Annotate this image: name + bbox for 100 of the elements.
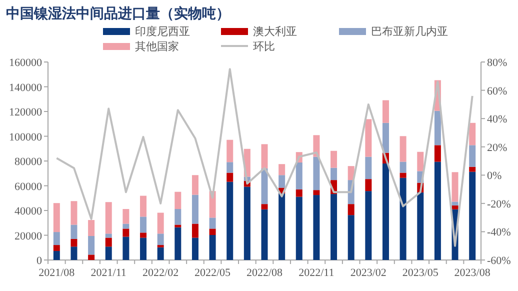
bar <box>244 186 250 260</box>
legend-label: 巴布亚新几内亚 <box>371 25 448 38</box>
bar <box>122 228 130 237</box>
bar <box>400 172 406 178</box>
bar <box>53 245 60 251</box>
bar <box>70 201 78 225</box>
chart-title: 中国镍湿法中间品进口量（实物吨） <box>6 5 230 22</box>
x-tick-label: 2023/02 <box>350 267 386 279</box>
bar <box>469 145 476 167</box>
y2-tick-label: 20% <box>487 142 508 154</box>
x-tick-label: 2022/05 <box>194 267 232 279</box>
y2-tick-label: -40% <box>487 226 511 239</box>
x-tick-label: 2023/08 <box>454 267 491 279</box>
bar <box>226 182 234 260</box>
bar <box>400 178 406 260</box>
bar <box>382 122 389 153</box>
bar <box>157 212 164 234</box>
bar <box>452 202 458 206</box>
bar <box>209 218 216 229</box>
bar <box>417 192 424 260</box>
bar <box>140 232 147 238</box>
bar <box>452 205 458 210</box>
x-tick-label: 2022/08 <box>246 267 284 279</box>
bar <box>330 168 338 180</box>
bar <box>278 164 286 176</box>
y2-tick-label: 80% <box>487 57 508 69</box>
y2-tick-label: -20% <box>487 198 511 210</box>
bar <box>469 166 476 172</box>
bar <box>400 136 406 162</box>
bar <box>417 152 424 172</box>
y-tick-label: 80000 <box>14 156 42 168</box>
bar <box>226 140 234 162</box>
bar <box>192 224 198 238</box>
bar <box>174 192 182 210</box>
bar <box>296 162 302 190</box>
bar <box>53 203 60 232</box>
bar <box>261 209 268 260</box>
y2-tick-label: 40% <box>487 114 508 126</box>
bar <box>348 215 354 260</box>
x-tick-label: 2023/05 <box>402 267 439 279</box>
legend-label: 其他国家 <box>135 40 179 53</box>
bar <box>278 193 286 260</box>
bar <box>174 227 182 260</box>
bar <box>53 250 60 260</box>
y-tick-label: 120000 <box>9 106 42 118</box>
bar <box>209 235 216 260</box>
y2-tick-label: -60% <box>487 255 511 267</box>
y-tick-label: 100000 <box>9 131 42 144</box>
bar <box>70 224 78 239</box>
bar <box>348 204 354 216</box>
bar <box>313 190 320 196</box>
bar <box>434 110 441 146</box>
x-tick-label: 2022/11 <box>298 267 334 279</box>
bar <box>122 224 130 229</box>
y2-tick-label: 60% <box>487 85 508 98</box>
bar <box>192 175 198 195</box>
bar <box>122 236 130 260</box>
bar <box>365 156 372 180</box>
bar <box>105 238 112 247</box>
bar <box>365 179 372 192</box>
bar <box>88 254 95 260</box>
bar <box>105 234 112 238</box>
x-tick-label: 2021/08 <box>38 267 76 279</box>
bar <box>174 209 182 225</box>
bar <box>365 191 372 260</box>
bar <box>296 189 302 197</box>
bar <box>261 204 268 210</box>
bar <box>209 228 216 235</box>
bar <box>469 172 476 260</box>
x-tick-label: 2021/11 <box>90 267 126 279</box>
y-tick-label: 40000 <box>14 206 42 218</box>
bar <box>70 246 78 260</box>
bar <box>226 162 234 173</box>
bar <box>330 150 338 168</box>
bar <box>174 224 182 228</box>
y-tick-label: 160000 <box>9 57 42 69</box>
bar <box>278 175 286 188</box>
bar <box>434 162 441 260</box>
bar <box>313 156 320 190</box>
bar <box>434 145 441 162</box>
bar <box>157 247 164 260</box>
y-tick-label: 60000 <box>14 180 42 193</box>
bar <box>226 172 234 182</box>
bar <box>105 246 112 260</box>
bar <box>261 144 268 168</box>
legend-label: 澳大利亚 <box>253 25 297 38</box>
bar <box>88 220 95 236</box>
bar <box>140 196 147 217</box>
bar <box>157 234 164 246</box>
bar <box>400 162 406 173</box>
bar <box>469 122 476 146</box>
y-tick-label: 0 <box>36 255 42 267</box>
bar <box>88 236 95 255</box>
bar <box>192 238 198 260</box>
y-tick-label: 20000 <box>14 230 42 242</box>
bar <box>296 196 302 260</box>
bar <box>313 195 320 260</box>
legend-label: 环比 <box>253 40 275 53</box>
bar <box>452 172 458 202</box>
bar <box>330 194 338 260</box>
